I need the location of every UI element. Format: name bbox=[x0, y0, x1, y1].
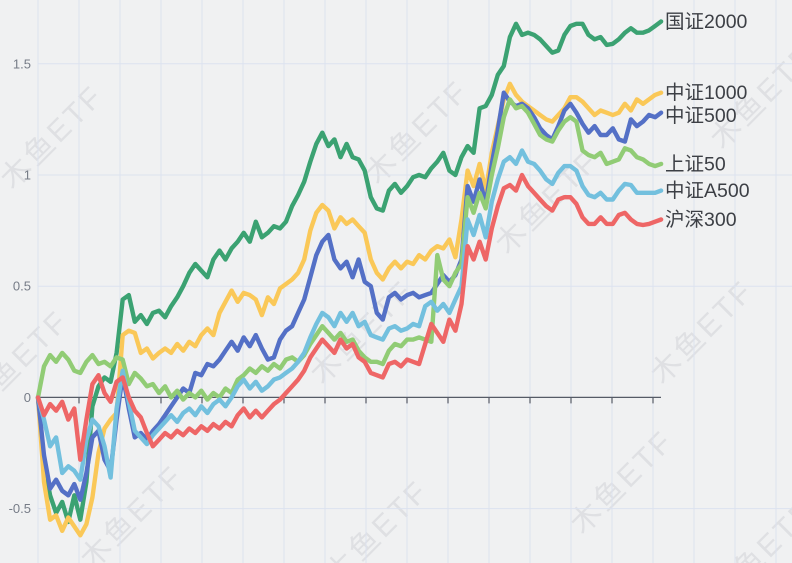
end-label-zzA500: 中证A500 bbox=[665, 180, 750, 202]
series-line-hs300 bbox=[35, 172, 664, 462]
series-line-sz50 bbox=[35, 97, 664, 402]
end-label-hs300: 沪深300 bbox=[665, 209, 737, 231]
end-label-zz1000: 中证1000 bbox=[665, 82, 748, 104]
y-axis-label: -0.5 bbox=[9, 501, 31, 516]
series-line-gz2000 bbox=[35, 19, 664, 525]
y-axis-label: 0.5 bbox=[13, 279, 31, 294]
end-label-zz500: 中证500 bbox=[665, 105, 737, 127]
series-line-zzA500 bbox=[35, 148, 664, 482]
end-label-gz2000: 国证2000 bbox=[665, 11, 748, 33]
y-axis-label: 1 bbox=[24, 168, 31, 183]
series-line-zz1000 bbox=[35, 81, 664, 538]
y-axis-label: 1.5 bbox=[13, 56, 31, 71]
y-axis-label: 0 bbox=[24, 390, 31, 405]
end-label-sz50: 上证50 bbox=[665, 153, 726, 175]
